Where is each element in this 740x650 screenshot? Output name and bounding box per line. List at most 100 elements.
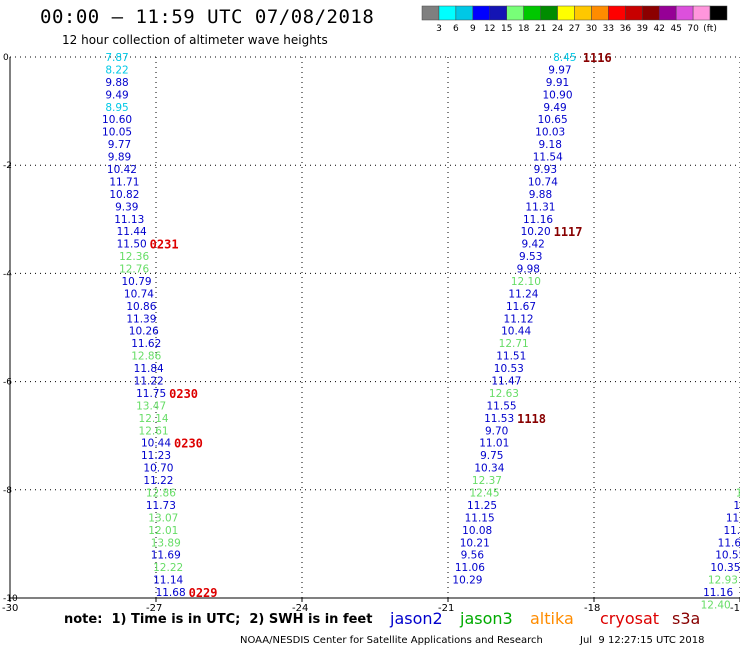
color-swatch xyxy=(540,5,558,21)
wave-height-value: 11.24 xyxy=(508,288,538,300)
wave-height-value: 10.55 xyxy=(715,550,740,562)
wave-height-value: 12.36 xyxy=(119,251,149,263)
color-scale-label: 70 xyxy=(687,24,699,34)
legend-item-cryosat: cryosat xyxy=(600,609,660,628)
wave-height-value: 12.76 xyxy=(119,264,149,276)
x-tick-label: -15 xyxy=(730,603,740,614)
wave-height-value: 12.37 xyxy=(472,475,502,487)
color-scale-label: 9 xyxy=(470,24,476,34)
wave-height-value: 9.75 xyxy=(480,450,503,462)
time-label: 0231 xyxy=(150,238,179,252)
wave-height-value: 12.22 xyxy=(153,562,183,574)
wave-height-value: 12.71 xyxy=(499,338,529,350)
wave-height-value: 10.82 xyxy=(109,189,139,201)
color-scale-label: 18 xyxy=(518,24,530,34)
wave-height-value: 12 xyxy=(736,488,740,500)
color-scale-label: 24 xyxy=(552,24,564,34)
wave-height-value: 11.12 xyxy=(504,313,534,325)
color-scale-label: 30 xyxy=(586,24,598,34)
color-scale-label: 21 xyxy=(535,24,546,34)
wave-height-value: 11.31 xyxy=(525,201,555,213)
wave-height-value: 9.56 xyxy=(461,550,485,562)
wave-height-value: 11.54 xyxy=(533,152,563,164)
legend-item-jason3: jason3 xyxy=(460,609,513,628)
wave-height-value: 11.50 xyxy=(117,239,147,251)
wave-height-value: 9.42 xyxy=(521,239,544,251)
color-swatch xyxy=(557,5,575,21)
wave-height-value: 11.73 xyxy=(146,500,176,512)
color-swatch xyxy=(506,5,524,21)
color-scale-bar: 3 6 9 12 15 18 21 24 27 30 33 36 39 42 45 70 (ft) xyxy=(421,5,728,34)
wave-height-value: 9.91 xyxy=(546,77,569,89)
wave-height-value: 9.49 xyxy=(105,89,128,101)
color-swatch xyxy=(489,5,507,21)
color-scale-label: 15 xyxy=(501,24,512,34)
wave-height-value: 12.40 xyxy=(701,599,731,611)
color-scale-label: 39 xyxy=(637,24,649,34)
time-label: 1116 xyxy=(583,51,612,65)
wave-height-value: 11.16 xyxy=(523,214,553,226)
wave-height-value: 11.68 xyxy=(156,587,186,599)
wave-height-value: 11.23 xyxy=(141,450,171,462)
wave-height-value: 12.86 xyxy=(146,488,176,500)
y-tick-label: -4 xyxy=(3,269,12,279)
time-label: 0230 xyxy=(174,437,203,451)
color-swatch xyxy=(675,5,694,21)
wave-height-value: 10.44 xyxy=(141,438,171,450)
wave-height-value: 11.15 xyxy=(465,512,495,524)
wave-height-value: 11.53 xyxy=(484,413,514,425)
color-swatch xyxy=(421,5,440,21)
wave-height-value: 10.90 xyxy=(542,89,572,101)
wave-height-value: 7.87 xyxy=(105,52,128,64)
wave-height-value: 11.84 xyxy=(134,363,164,375)
legend-item-s3a: s3a xyxy=(672,609,701,628)
footer-timestamp: Jul 9 12:27:15 UTC 2018 xyxy=(580,635,705,646)
color-swatch xyxy=(709,5,728,21)
time-label: 0230 xyxy=(169,387,198,401)
chart-points: 7.878.229.889.498.9510.6010.059.779.8910… xyxy=(102,51,740,611)
wave-height-value: 9.49 xyxy=(543,102,566,114)
wave-height-value: 9.97 xyxy=(548,64,571,76)
wave-height-value: 9.39 xyxy=(115,201,138,213)
wave-height-value: 11.01 xyxy=(479,438,509,450)
color-swatch xyxy=(658,5,677,21)
time-label: 0229 xyxy=(189,586,218,600)
wave-height-value: 12.61 xyxy=(139,425,169,437)
wave-height-value: 9.70 xyxy=(485,425,508,437)
wave-height-value: 11.71 xyxy=(109,176,139,188)
legend-item-jason2: jason2 xyxy=(390,609,443,628)
wave-height-value: 10.26 xyxy=(129,326,159,338)
wave-height-value: 9.89 xyxy=(108,152,131,164)
wave-height-value: 10.70 xyxy=(143,463,173,475)
chart-title: 00:00 – 11:59 UTC 07/08/2018 xyxy=(40,6,375,28)
color-scale-label: 42 xyxy=(653,24,664,34)
y-tick-label: -6 xyxy=(3,378,12,388)
wave-height-value: 10.29 xyxy=(452,575,482,587)
time-label: 1118 xyxy=(517,412,546,426)
wave-height-value: 11.47 xyxy=(491,376,521,388)
wave-height-value: 9.88 xyxy=(105,77,128,89)
color-swatch xyxy=(642,5,660,21)
wave-height-value: 10.03 xyxy=(535,127,565,139)
time-label: 1117 xyxy=(554,225,583,239)
color-swatch xyxy=(591,5,609,21)
x-tick-label: -24 xyxy=(292,603,308,614)
color-swatch xyxy=(574,5,592,21)
y-tick-label: -8 xyxy=(3,486,12,496)
wave-height-value: 11.16 xyxy=(703,587,733,599)
color-scale-label: (ft) xyxy=(703,24,717,34)
wave-height-value: 12.86 xyxy=(131,351,161,363)
wave-height-value: 11.55 xyxy=(487,400,517,412)
wave-height-value: 11.14 xyxy=(153,575,183,587)
wave-height-value: 10.86 xyxy=(126,301,156,313)
wave-height-value: 9.88 xyxy=(529,189,552,201)
wave-height-value: 11 xyxy=(733,500,740,512)
wave-height-value: 12.10 xyxy=(511,276,541,288)
wave-height-value: 11.75 xyxy=(136,388,166,400)
wave-height-value: 10.05 xyxy=(102,127,132,139)
wave-height-value: 11.22 xyxy=(143,475,173,487)
x-tick-label: -21 xyxy=(438,603,454,614)
color-swatch xyxy=(472,5,491,21)
wave-height-value: 10.53 xyxy=(494,363,524,375)
